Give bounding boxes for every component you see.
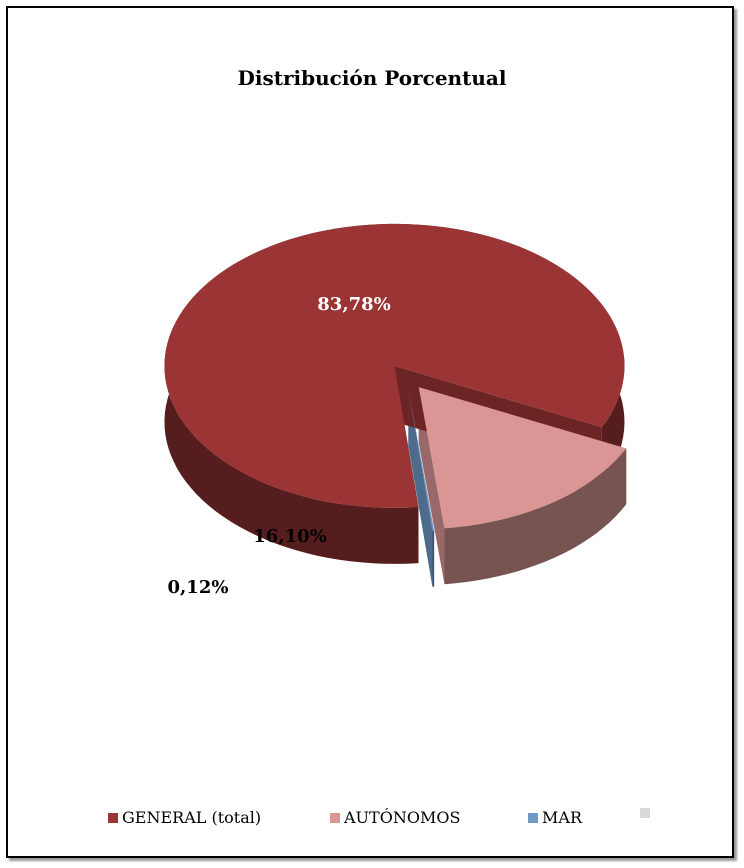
data-label-autonomos: 16,10% bbox=[253, 526, 326, 547]
slice-side-autonomos bbox=[444, 448, 627, 585]
legend-label-general: GENERAL (total) bbox=[122, 808, 262, 827]
legend-item-general: GENERAL (total) bbox=[108, 808, 261, 827]
legend-item-blank bbox=[640, 808, 654, 818]
chart-legend: GENERAL (total) AUTÓNOMOS MAR bbox=[8, 808, 736, 832]
slice-mar bbox=[408, 389, 435, 531]
slice-autonomos bbox=[418, 387, 627, 529]
slice-general bbox=[164, 223, 625, 508]
legend-label-autonomos: AUTÓNOMOS bbox=[344, 808, 461, 827]
slice-face-mar-0 bbox=[408, 389, 435, 587]
data-label-general: 83,78% bbox=[317, 294, 390, 315]
legend-swatch-mar bbox=[528, 812, 538, 823]
pie-chart: 83,78% 16,10% 0,12% bbox=[164, 223, 627, 598]
legend-item-mar: MAR bbox=[528, 808, 582, 827]
legend-swatch-autonomos bbox=[330, 812, 340, 823]
chart-title: Distribución Porcentual bbox=[237, 66, 507, 90]
data-label-mar: 0,12% bbox=[168, 577, 229, 598]
legend-item-autonomos: AUTÓNOMOS bbox=[330, 808, 460, 827]
legend-swatch-blank bbox=[640, 808, 650, 818]
chart-frame: Distribución Porcentual 83,78% 16,10% 0,12… bbox=[6, 6, 734, 858]
slice-side-mar bbox=[432, 530, 435, 587]
legend-swatch-general bbox=[108, 812, 118, 823]
legend-label-mar: MAR bbox=[542, 808, 582, 827]
